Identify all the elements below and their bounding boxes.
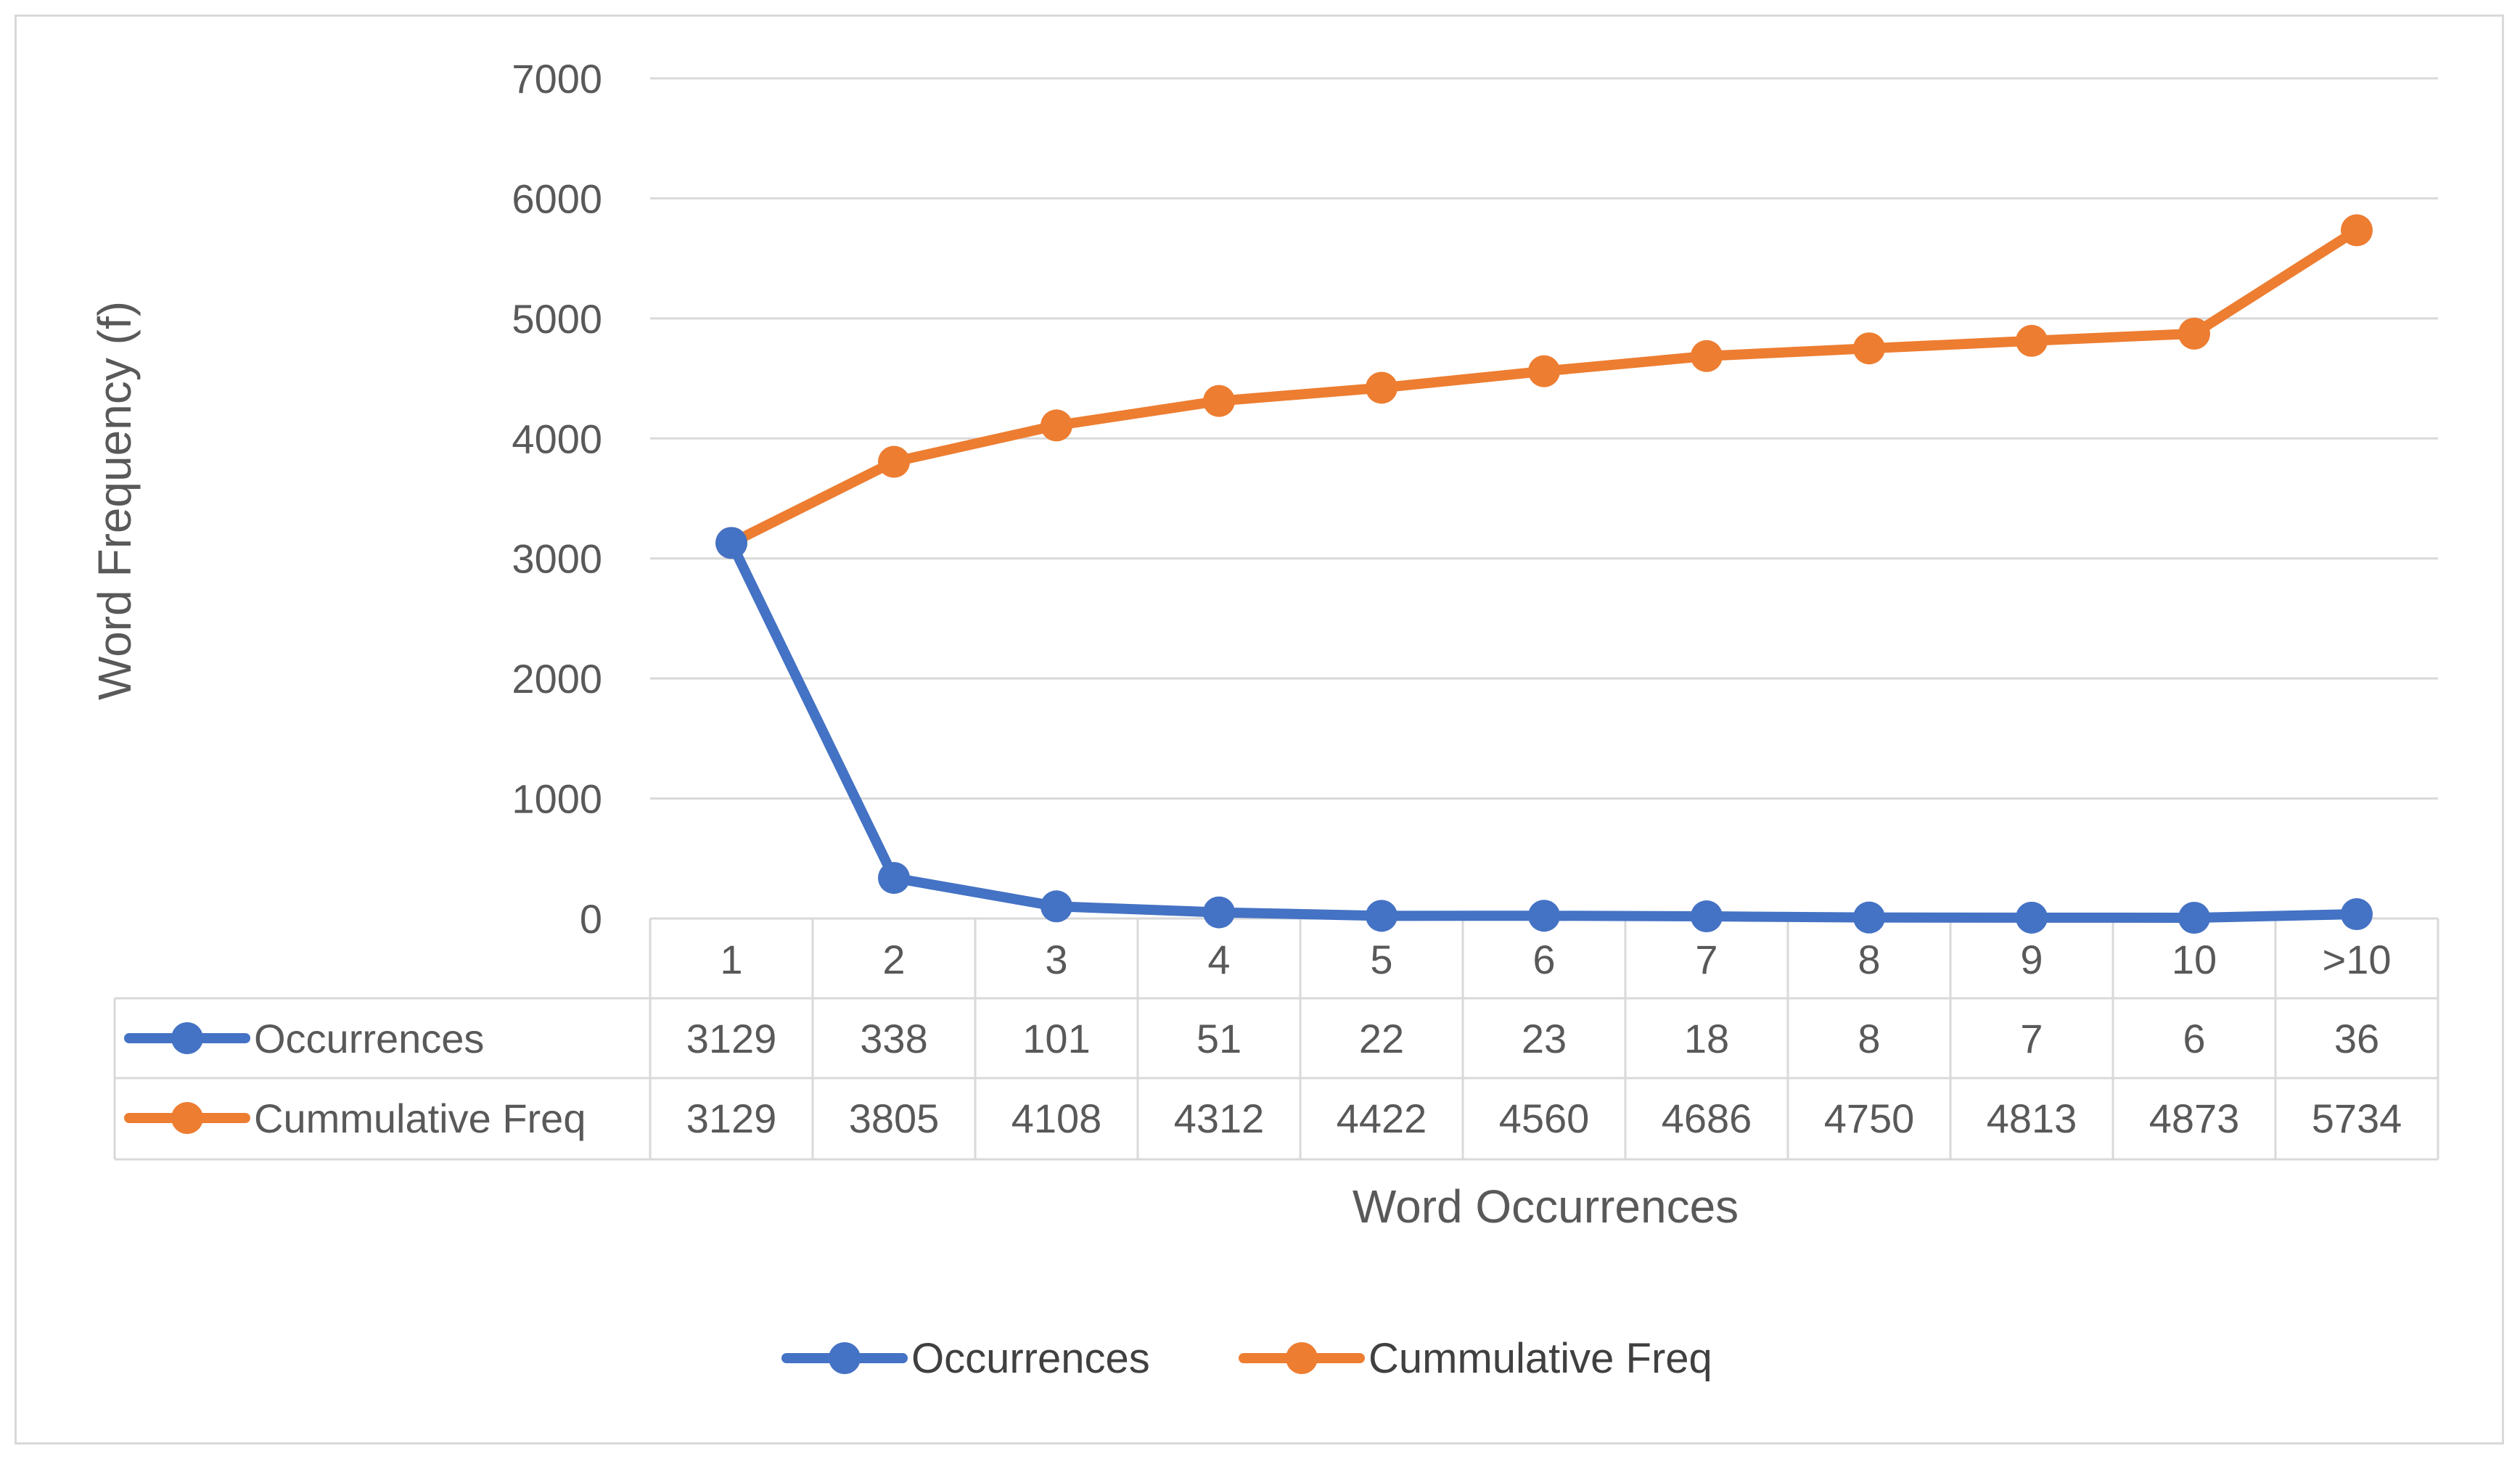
y-tick-label: 1000 xyxy=(512,776,602,822)
data-point xyxy=(878,862,910,895)
table-cell: 4560 xyxy=(1499,1096,1590,1141)
table-cell: 23 xyxy=(1522,1016,1567,1061)
legend-label: Occurrences xyxy=(911,1335,1150,1382)
x-tick-label: 7 xyxy=(1695,937,1717,982)
data-point xyxy=(1853,901,1885,934)
data-point xyxy=(1528,900,1560,932)
table-cell: 4686 xyxy=(1662,1096,1752,1141)
y-tick-label: 5000 xyxy=(512,296,602,342)
table-cell: 3805 xyxy=(849,1096,940,1141)
data-point xyxy=(878,445,910,478)
table-cell: 3129 xyxy=(686,1016,777,1061)
x-tick-label: 3 xyxy=(1045,937,1067,982)
x-tick-label: 10 xyxy=(2172,937,2217,982)
x-axis-title: Word Occurrences xyxy=(1353,1180,1739,1233)
table-cell: 51 xyxy=(1197,1016,1241,1061)
table-cell: 7 xyxy=(2020,1016,2043,1061)
table-cell: 338 xyxy=(860,1016,927,1061)
table-cell: 4873 xyxy=(2149,1096,2240,1141)
legend-label: Cummulative Freq xyxy=(1368,1335,1712,1382)
table-cell: 6 xyxy=(2183,1016,2205,1061)
data-point xyxy=(2341,898,2373,931)
x-tick-label: >10 xyxy=(2323,937,2392,982)
data-point xyxy=(2016,324,2048,357)
x-tick-label: 5 xyxy=(1370,937,1392,982)
data-point xyxy=(1203,896,1235,929)
table-series-key-marker xyxy=(171,1022,203,1054)
table-cell: 3129 xyxy=(686,1096,777,1141)
y-tick-label: 3000 xyxy=(512,536,602,582)
table-cell: 4813 xyxy=(1987,1096,2077,1141)
y-tick-label: 2000 xyxy=(512,656,602,702)
series-line xyxy=(726,538,2362,924)
x-tick-label: 9 xyxy=(2020,937,2043,982)
data-point xyxy=(2016,901,2048,934)
table-cell: 4422 xyxy=(1337,1096,1427,1141)
x-tick-label: 2 xyxy=(882,937,905,982)
table-cell: 4108 xyxy=(1011,1096,1102,1141)
x-tick-label: 4 xyxy=(1207,937,1230,982)
legend-key-marker xyxy=(829,1342,861,1374)
legend-key-marker xyxy=(1286,1342,1318,1374)
y-axis-ticks: 0 1000 2000 3000 4000 5000 6000 7000 xyxy=(512,56,602,942)
y-axis-title: Word Frequency (f) xyxy=(89,301,141,700)
data-point xyxy=(1041,890,1072,923)
data-point xyxy=(1853,332,1885,365)
data-point xyxy=(1366,371,1398,404)
data-point xyxy=(1203,385,1235,417)
table-cell: 22 xyxy=(1359,1016,1404,1061)
data-point xyxy=(2178,317,2210,350)
y-tick-label: 7000 xyxy=(512,56,602,102)
table-series-name: Occurrences xyxy=(254,1016,484,1061)
x-tick-label: 1 xyxy=(720,937,742,982)
data-point xyxy=(715,527,747,559)
data-point xyxy=(1691,900,1723,933)
y-tick-label: 6000 xyxy=(512,176,602,221)
data-point xyxy=(1528,355,1560,387)
table-cell: 4750 xyxy=(1824,1096,1915,1141)
table-cell: 101 xyxy=(1022,1016,1090,1061)
table-cell: 18 xyxy=(1684,1016,1729,1061)
x-tick-label: 8 xyxy=(1858,937,1880,982)
legend: Occurrences Cummulative Freq xyxy=(781,1335,1712,1382)
table-cell: 4312 xyxy=(1174,1096,1265,1141)
table-series-key-marker xyxy=(171,1102,203,1134)
y-tick-label: 4000 xyxy=(512,416,602,461)
table-series-name: Cummulative Freq xyxy=(254,1096,586,1141)
x-tick-label: 6 xyxy=(1532,937,1555,982)
table-cell: 5734 xyxy=(2312,1096,2402,1141)
y-tick-label: 0 xyxy=(580,896,602,942)
table-cell: 8 xyxy=(1858,1016,1880,1061)
data-point xyxy=(1691,340,1723,372)
data-point xyxy=(2178,902,2210,934)
table-cell: 36 xyxy=(2334,1016,2379,1061)
gridlines xyxy=(650,77,2438,800)
data-point xyxy=(1366,900,1398,932)
data-point xyxy=(1041,409,1072,442)
series-lines xyxy=(715,214,2373,934)
data-point xyxy=(2341,214,2373,247)
chart-frame xyxy=(15,15,2504,1444)
